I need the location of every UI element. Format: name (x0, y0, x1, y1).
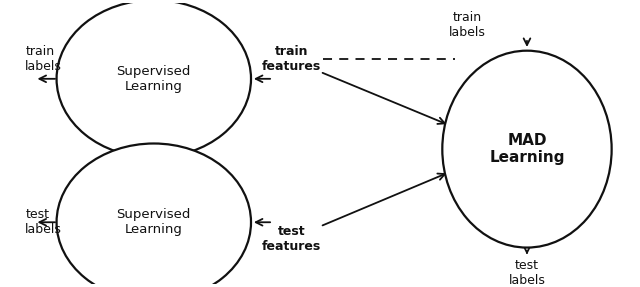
Text: test
labels: test labels (25, 208, 62, 236)
Text: train
labels: train labels (25, 45, 62, 73)
Ellipse shape (442, 51, 612, 248)
Text: Supervised
Learning: Supervised Learning (116, 208, 191, 236)
Text: train
labels: train labels (449, 11, 486, 39)
Ellipse shape (56, 144, 251, 287)
Text: train
features: train features (262, 45, 321, 73)
Text: MAD
Learning: MAD Learning (489, 133, 564, 165)
Text: Supervised
Learning: Supervised Learning (116, 65, 191, 93)
Ellipse shape (56, 0, 251, 158)
Text: test
labels: test labels (509, 259, 545, 287)
Text: test
features: test features (262, 225, 321, 253)
